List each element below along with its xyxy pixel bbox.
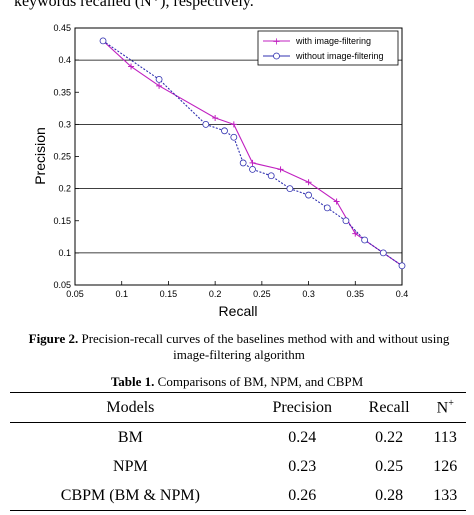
data-point-without-filtering xyxy=(286,185,294,193)
header-precision: Precision xyxy=(272,398,333,416)
data-point-without-filtering xyxy=(398,262,406,270)
comparison-table: Models Precision Recall N+ BM 0.24 0.22 … xyxy=(10,392,466,511)
plot-area xyxy=(74,27,403,286)
data-point-with-filtering xyxy=(352,230,359,237)
preceding-text-fragment: keywords recalled (N⁺), respectively. xyxy=(14,0,254,10)
table-header-row: Models Precision Recall N+ xyxy=(10,392,466,423)
header-n-sup: + xyxy=(448,397,454,409)
cell-precision: 0.26 xyxy=(288,486,317,504)
figure-caption: Figure 2. Precision-recall curves of the… xyxy=(10,331,468,363)
figure-caption-label: Figure 2. xyxy=(28,331,79,346)
cell-recall: 0.22 xyxy=(375,428,404,446)
data-point-without-filtering xyxy=(230,133,238,141)
x-tick-label: 0.4 xyxy=(396,289,409,299)
legend-label-with: with image-filtering xyxy=(295,36,371,46)
cell-model: CBPM (BM & NPM) xyxy=(60,486,200,504)
header-models: Models xyxy=(106,398,155,416)
header-n: N+ xyxy=(424,393,466,423)
header-recall: Recall xyxy=(368,398,410,416)
legend-plus-marker: + xyxy=(272,37,280,48)
y-tick-label: 0.25 xyxy=(53,152,71,162)
legend: + with image-filtering without image-fil… xyxy=(257,30,399,66)
y-tick-label: 0.15 xyxy=(53,216,71,226)
x-axis-ticks: 0.05 0.1 0.15 0.2 0.25 0.3 0.35 0.4 xyxy=(66,281,408,299)
table-caption-text: Comparisons of BM, NPM, and CBPM xyxy=(157,374,364,389)
x-tick-label: 0.25 xyxy=(253,289,271,299)
x-tick-label: 0.35 xyxy=(347,289,365,299)
figure-caption-text: Precision-recall curves of the baselines… xyxy=(81,331,450,362)
cell-model: NPM xyxy=(113,457,148,475)
data-point-with-filtering xyxy=(277,166,284,173)
y-axis-label: Precision xyxy=(32,127,48,185)
y-axis-ticks: 0.05 0.1 0.15 0.2 0.25 0.3 0.35 0.4 0.45 xyxy=(53,23,79,290)
y-tick-label: 0.05 xyxy=(53,280,71,290)
cell-recall: 0.28 xyxy=(375,486,404,504)
y-tick-label: 0.2 xyxy=(58,184,71,194)
x-tick-label: 0.2 xyxy=(209,289,222,299)
legend-label-without: without image-filtering xyxy=(295,51,384,61)
y-tick-label: 0.35 xyxy=(53,87,71,97)
x-tick-label: 0.3 xyxy=(302,289,315,299)
series-group xyxy=(99,37,406,270)
table-row: CBPM (BM & NPM) 0.26 0.28 133 xyxy=(10,481,466,511)
data-point-without-filtering xyxy=(305,191,312,199)
table-row: BM 0.24 0.22 113 xyxy=(10,423,466,453)
precision-recall-chart: 0.05 0.1 0.15 0.2 0.25 0.3 0.35 0.4 0.05 0.1 0.15… xyxy=(32,23,408,319)
data-point-with-filtering xyxy=(333,198,340,205)
cell-precision: 0.23 xyxy=(288,457,317,475)
data-point-without-filtering xyxy=(379,249,387,257)
y-tick-label: 0.4 xyxy=(58,55,71,65)
cell-precision: 0.24 xyxy=(288,428,317,446)
data-point-with-filtering xyxy=(230,121,237,128)
cell-recall: 0.25 xyxy=(375,457,404,475)
cell-n: 126 xyxy=(433,457,458,475)
y-tick-label: 0.1 xyxy=(58,248,71,258)
header-n-base: N xyxy=(436,399,449,417)
data-point-without-filtering xyxy=(323,204,331,212)
data-point-without-filtering xyxy=(249,165,256,173)
legend-box xyxy=(257,30,399,66)
x-tick-label: 0.15 xyxy=(160,289,178,299)
data-point-without-filtering xyxy=(202,120,210,128)
data-point-without-filtering xyxy=(221,127,228,135)
table-row: NPM 0.23 0.25 126 xyxy=(10,452,466,481)
x-axis-label: Recall xyxy=(219,303,258,319)
data-point-without-filtering xyxy=(361,236,369,244)
data-point-with-filtering xyxy=(156,82,163,89)
data-point-with-filtering xyxy=(305,179,312,186)
cell-model: BM xyxy=(117,428,143,446)
x-tick-label: 0.05 xyxy=(66,289,84,299)
y-tick-label: 0.3 xyxy=(58,119,71,129)
cell-n: 133 xyxy=(433,486,458,504)
data-point-without-filtering xyxy=(239,159,247,167)
data-point-without-filtering xyxy=(267,172,275,180)
data-point-without-filtering xyxy=(342,217,350,225)
x-tick-label: 0.1 xyxy=(115,289,128,299)
y-tick-label: 0.45 xyxy=(53,23,71,33)
data-point-with-filtering xyxy=(249,159,256,166)
legend-circle-marker xyxy=(273,52,280,60)
data-point-without-filtering xyxy=(155,76,163,83)
data-point-without-filtering xyxy=(99,37,107,45)
table-caption-label: Table 1. xyxy=(110,374,155,389)
cell-n: 113 xyxy=(433,428,457,446)
data-point-with-filtering xyxy=(212,114,219,121)
series-line-with-filtering xyxy=(102,40,403,267)
table-caption: Table 1. Comparisons of BM, NPM, and CBP… xyxy=(0,374,474,390)
data-point-with-filtering xyxy=(128,63,135,70)
